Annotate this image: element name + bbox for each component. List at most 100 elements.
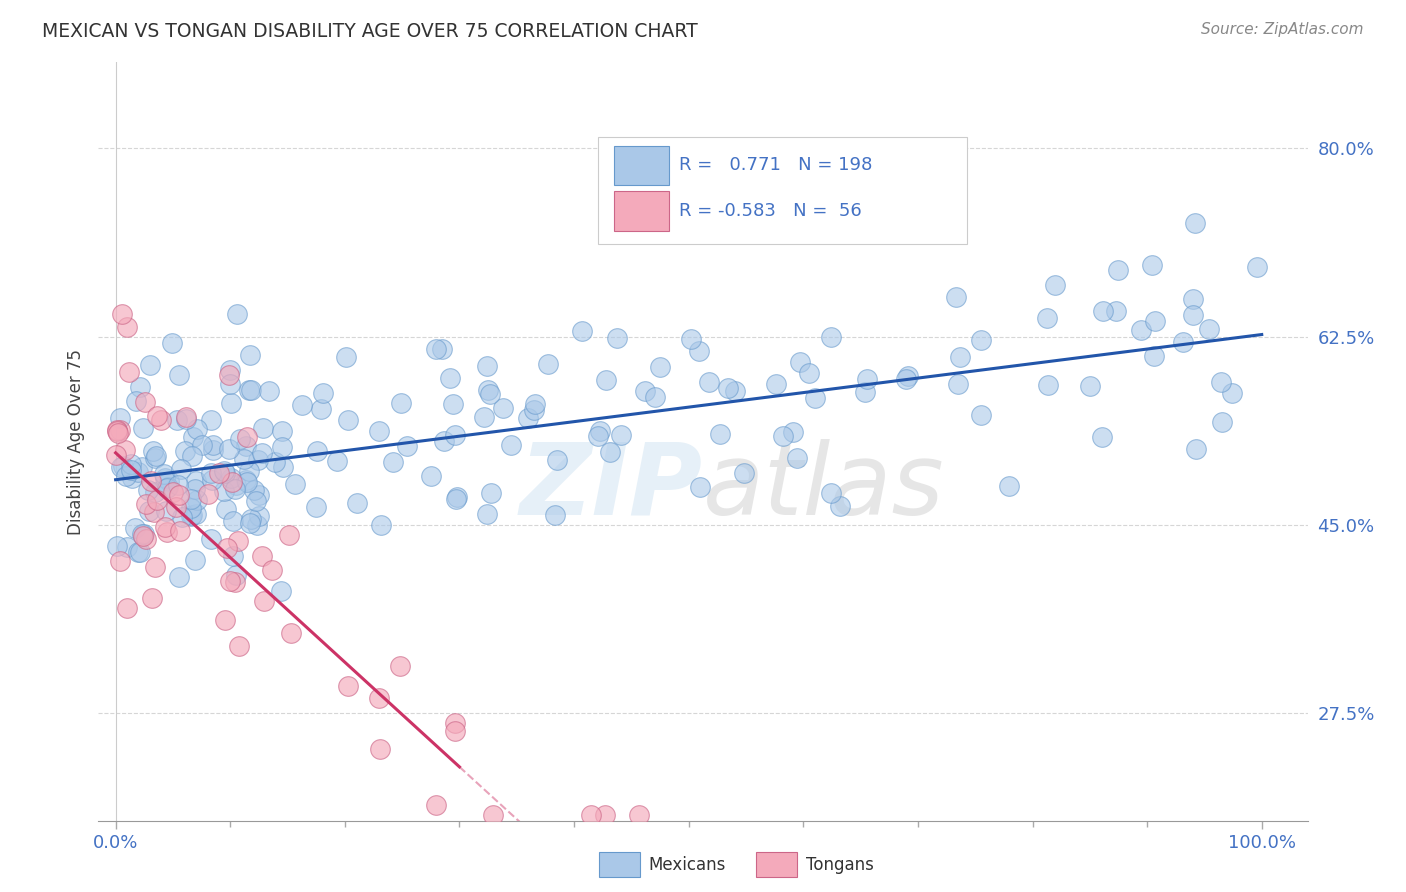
Point <box>212 483 235 498</box>
Point <box>277 528 299 542</box>
Point <box>170 461 193 475</box>
Point <box>368 424 391 438</box>
Point <box>441 397 464 411</box>
Point <box>246 517 269 532</box>
Y-axis label: Disability Age Over 75: Disability Age Over 75 <box>66 349 84 534</box>
Point <box>948 376 970 391</box>
Point <box>1198 322 1220 336</box>
Point <box>235 439 257 453</box>
Text: Tongans: Tongans <box>806 855 873 873</box>
Point <box>145 450 167 464</box>
Point <box>110 553 132 567</box>
Point <box>169 368 191 382</box>
Point <box>595 373 617 387</box>
Point <box>180 509 202 524</box>
Point <box>124 521 146 535</box>
Point <box>446 492 468 507</box>
Point <box>291 398 314 412</box>
Point <box>634 384 657 399</box>
Point <box>595 808 617 822</box>
Point <box>803 391 825 405</box>
Point <box>523 402 546 417</box>
Point <box>546 453 568 467</box>
Point <box>246 453 269 467</box>
Point <box>346 496 368 510</box>
Point <box>174 411 197 425</box>
Point <box>894 372 917 386</box>
Point <box>214 614 236 628</box>
Point <box>222 514 245 528</box>
Point <box>599 444 621 458</box>
Point <box>970 408 993 422</box>
Point <box>1181 308 1204 322</box>
Point <box>1105 304 1128 318</box>
Text: MEXICAN VS TONGAN DISABILITY AGE OVER 75 CORRELATION CHART: MEXICAN VS TONGAN DISABILITY AGE OVER 75… <box>42 22 697 41</box>
Point <box>224 482 246 496</box>
Point <box>128 545 150 559</box>
Point <box>120 463 142 477</box>
Point <box>610 428 633 442</box>
Point <box>104 448 127 462</box>
Point <box>115 319 138 334</box>
Point <box>146 409 169 423</box>
Point <box>389 396 412 410</box>
Point <box>270 584 292 599</box>
Point <box>733 466 755 480</box>
Point <box>229 432 252 446</box>
Text: atlas: atlas <box>703 439 945 535</box>
Point <box>606 331 628 345</box>
Point <box>214 466 236 480</box>
Text: R =   0.771   N = 198: R = 0.771 N = 198 <box>679 156 872 174</box>
Point <box>853 385 876 400</box>
Point <box>166 413 188 427</box>
Point <box>239 516 262 531</box>
Point <box>162 485 184 500</box>
Point <box>586 428 609 442</box>
Point <box>430 342 453 356</box>
Point <box>1246 260 1268 274</box>
Text: R = -0.583   N =  56: R = -0.583 N = 56 <box>679 202 862 220</box>
Point <box>111 307 134 321</box>
Point <box>309 402 332 417</box>
Point <box>1038 378 1060 392</box>
Point <box>388 658 411 673</box>
Point <box>337 413 360 427</box>
Point <box>820 330 842 344</box>
Point <box>115 540 138 554</box>
Point <box>221 475 243 489</box>
Point <box>235 473 257 487</box>
Point <box>200 466 222 480</box>
Point <box>589 424 612 438</box>
Point <box>253 593 276 607</box>
Point <box>786 450 808 465</box>
Point <box>139 359 162 373</box>
Point <box>165 500 187 515</box>
Point <box>202 442 225 457</box>
Point <box>897 368 920 383</box>
Point <box>257 384 280 399</box>
Point <box>1144 314 1167 328</box>
Point <box>579 808 602 822</box>
Point <box>395 439 418 453</box>
Text: Mexicans: Mexicans <box>648 855 725 873</box>
Point <box>172 509 194 524</box>
Point <box>644 391 666 405</box>
Point <box>243 483 266 497</box>
Point <box>143 485 166 500</box>
Point <box>225 568 247 582</box>
Point <box>190 438 212 452</box>
Point <box>1036 311 1059 326</box>
Point <box>184 552 207 566</box>
Point <box>236 475 259 490</box>
Point <box>186 422 208 436</box>
Point <box>156 524 179 539</box>
Point <box>998 479 1021 493</box>
Point <box>174 410 197 425</box>
Point <box>370 518 392 533</box>
Point <box>186 492 208 507</box>
Point <box>169 570 191 584</box>
Point <box>481 808 503 822</box>
Point <box>114 442 136 457</box>
Point <box>235 430 257 444</box>
Point <box>444 724 467 739</box>
